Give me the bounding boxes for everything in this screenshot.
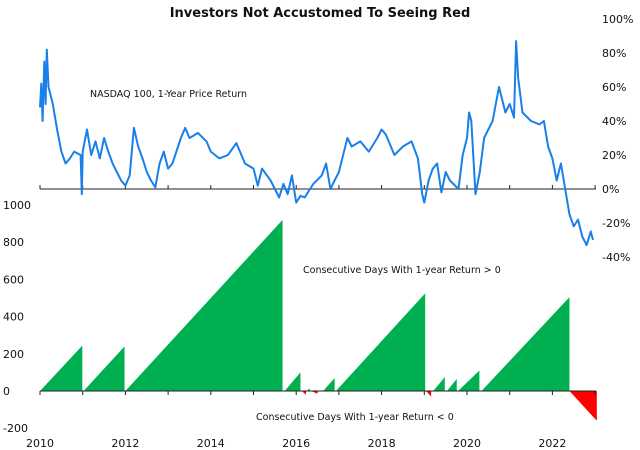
nasdaq-return-line (39, 40, 594, 247)
left-y-tick-label: 200 (3, 348, 24, 361)
left-y-tick-label: 400 (3, 311, 24, 324)
negative-streak-area (311, 391, 318, 394)
x-tick-label: 2016 (282, 437, 310, 450)
positive-streak-area (323, 377, 335, 391)
negative-streak-area (301, 391, 307, 395)
left-y-tick-label: 1000 (3, 199, 31, 212)
left-y-tick-label: 0 (3, 385, 10, 398)
right-y-tick-label: 20% (602, 149, 626, 162)
x-tick-label: 2018 (368, 437, 396, 450)
positive-streak-area (481, 297, 570, 391)
right-y-tick-label: -20% (602, 217, 630, 230)
positive-streak-area (284, 372, 301, 391)
positive-streak-area (306, 388, 310, 391)
x-tick-label: 2012 (111, 437, 139, 450)
left-y-tick-label: 800 (3, 236, 24, 249)
negative-streak-area (426, 391, 432, 397)
right-y-tick-label: 0% (602, 183, 619, 196)
right-y-tick-label: 100% (602, 13, 633, 26)
positive-streak-area (335, 293, 426, 391)
x-tick-label: 2010 (26, 437, 54, 450)
x-tick-label: 2014 (197, 437, 225, 450)
positive-label: Consecutive Days With 1-year Return > 0 (303, 265, 501, 276)
x-tick-label: 2020 (453, 437, 481, 450)
positive-streak-area (446, 378, 457, 391)
right-y-tick-label: -40% (602, 251, 630, 264)
negative-streak-area (569, 391, 597, 421)
right-y-tick-label: 40% (602, 115, 626, 128)
positive-streak-area (40, 345, 83, 391)
right-y-tick-label: 60% (602, 81, 626, 94)
positive-streak-area (458, 370, 480, 391)
x-tick-label: 2022 (538, 437, 566, 450)
right-y-tick-label: 80% (602, 47, 626, 60)
positive-streak-area (83, 346, 125, 391)
chart-title: Investors Not Accustomed To Seeing Red (170, 6, 471, 21)
left-y-tick-label: 600 (3, 273, 24, 286)
positive-streak-area (125, 219, 283, 391)
negative-label: Consecutive Days With 1-year Return < 0 (256, 412, 454, 423)
line-annotation: NASDAQ 100, 1-Year Price Return (90, 89, 247, 100)
positive-streak-area (433, 377, 445, 391)
left-y-tick-label: -200 (3, 422, 28, 435)
